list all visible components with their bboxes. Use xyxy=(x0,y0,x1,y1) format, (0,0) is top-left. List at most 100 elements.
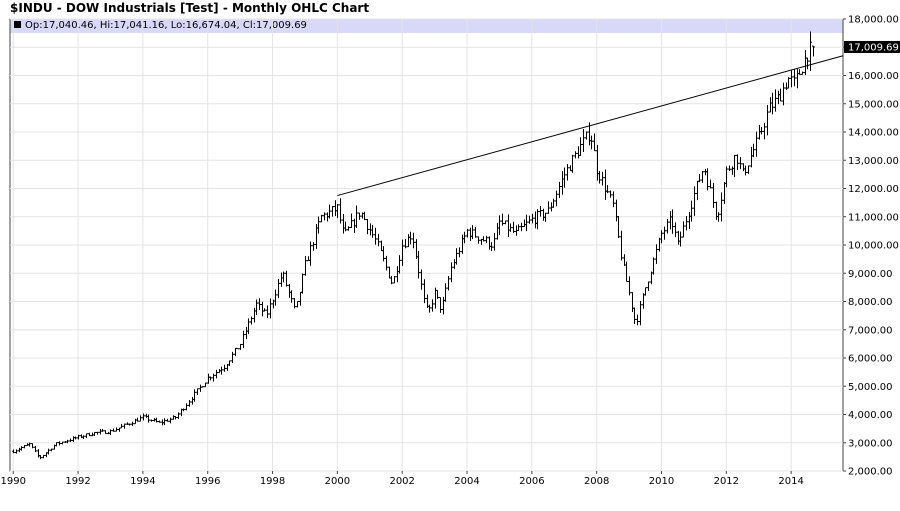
ohlc-bar xyxy=(750,146,753,168)
ohlc-bar xyxy=(31,443,34,449)
ohlc-bar xyxy=(490,242,493,252)
ohlc-bar xyxy=(642,293,645,309)
ohlc-bar xyxy=(623,254,626,266)
ohlc-bar xyxy=(547,201,550,214)
ohlc-bar xyxy=(728,165,731,172)
x-axis: 1990 1992 1994 1996 1998 2000 2002 2004 2006 2008… xyxy=(1,471,804,487)
ohlc-bar xyxy=(377,233,380,247)
ohlc-bar xyxy=(128,423,131,426)
ohlc-bar xyxy=(77,434,80,440)
ohlc-bar xyxy=(385,255,388,271)
ohlc-bar xyxy=(358,212,361,220)
ohlc-bar xyxy=(350,213,353,228)
trendline[interactable] xyxy=(337,55,844,197)
ohlc-bar xyxy=(409,231,412,245)
x-tick-label: 2010 xyxy=(649,476,674,487)
ohlc-bar xyxy=(674,222,677,238)
ohlc-bar xyxy=(234,347,237,357)
ohlc-bar xyxy=(136,417,139,422)
ohlc-bar xyxy=(96,431,99,435)
y-tick-label: 13,000.00 xyxy=(848,156,899,167)
y-tick-label: 3,000.00 xyxy=(848,438,893,449)
ohlc-bar xyxy=(55,442,58,447)
ohlc-bar xyxy=(158,420,161,423)
ohlc-bar xyxy=(223,364,226,372)
ohlc-bar xyxy=(652,257,655,275)
ohlc-bar xyxy=(201,386,204,388)
ohlc-bar xyxy=(566,164,569,181)
ohlc-bar xyxy=(688,211,691,229)
ohlc-bar xyxy=(766,105,769,136)
ohlc-bar xyxy=(690,200,693,222)
ohlc-bar xyxy=(507,214,510,237)
ohlc-bar xyxy=(23,445,26,449)
ohlc-bar xyxy=(777,90,780,105)
ohlc-bar xyxy=(660,230,663,244)
ohlc-bar xyxy=(72,436,75,442)
ohlc-bar xyxy=(520,222,523,232)
y-tick-label: 9,000.00 xyxy=(848,269,893,280)
ohlc-bar xyxy=(679,231,682,247)
y-tick-label: 18,000.00 xyxy=(848,15,899,26)
ohlc-bar xyxy=(620,230,623,261)
ohlc-bar xyxy=(482,236,485,242)
ohlc-bar xyxy=(625,261,628,282)
ohlc-bar xyxy=(569,165,572,172)
ohlc-bar xyxy=(458,247,461,258)
y-tick-label: 8,000.00 xyxy=(848,297,893,308)
ohlc-bar xyxy=(188,399,191,407)
ohlc-bar xyxy=(671,209,674,234)
ohlc-bar xyxy=(393,275,396,284)
ohlc-bar xyxy=(804,50,807,75)
ohlc-bar xyxy=(134,418,137,425)
ohlc-bar xyxy=(412,232,415,249)
ohlc-bar xyxy=(466,228,469,238)
ohlc-bar xyxy=(104,430,107,435)
ohlc-bar xyxy=(85,433,88,439)
y-tick-label: 12,000.00 xyxy=(848,184,899,195)
ohlc-bar xyxy=(512,221,515,233)
ohlc-bar xyxy=(204,382,207,388)
ohlc-bar xyxy=(239,343,242,350)
ohlc-bar xyxy=(585,131,588,140)
ohlc-bar xyxy=(531,213,534,224)
ohlc-bar xyxy=(747,165,750,174)
x-tick-label: 2006 xyxy=(519,476,544,487)
ohlc-bar xyxy=(255,299,258,316)
ohlc-readout: Op:17,040.46, Hi:17,041.16, Lo:16,674.04… xyxy=(25,20,307,31)
ohlc-bar xyxy=(720,192,723,222)
ohlc-bar xyxy=(447,275,450,291)
ohlc-bar xyxy=(609,190,612,198)
ohlc-bar xyxy=(347,226,350,231)
ohlc-bar xyxy=(263,308,266,312)
ohlc-bar xyxy=(420,269,423,290)
ohlc-bar xyxy=(706,168,709,191)
ohlc-bar xyxy=(639,301,642,326)
ohlc-bar xyxy=(739,157,742,170)
ohlc-bar xyxy=(523,219,526,228)
ohlc-bar xyxy=(191,397,194,405)
ohlc-bar xyxy=(66,439,69,444)
ohlc-bar xyxy=(309,241,312,266)
ohlc-bar xyxy=(404,238,407,249)
ohlc-bar xyxy=(793,69,796,87)
ohlc-bar xyxy=(182,408,185,412)
ohlc-bar xyxy=(736,154,739,170)
ohlc-bar xyxy=(561,171,564,195)
ohlc-bar xyxy=(760,126,763,135)
ohlc-bar xyxy=(274,289,277,306)
x-tick-label: 1998 xyxy=(260,476,285,487)
ohlc-bar xyxy=(366,218,369,235)
ohlc-bar xyxy=(174,416,177,420)
ohlc-bar xyxy=(628,276,631,296)
ohlc-bar xyxy=(147,414,150,423)
ohlc-bar xyxy=(701,171,704,183)
ohlc-bar xyxy=(631,292,634,312)
ohlc-bar xyxy=(693,186,696,216)
ohlc-bar xyxy=(744,165,747,176)
ohlc-bar xyxy=(74,436,77,440)
ohlc-bar xyxy=(396,266,399,283)
ohlc-info-bar: Op:17,040.46, Hi:17,041.16, Lo:16,674.04… xyxy=(10,19,843,33)
ohlc-bar xyxy=(785,82,788,91)
